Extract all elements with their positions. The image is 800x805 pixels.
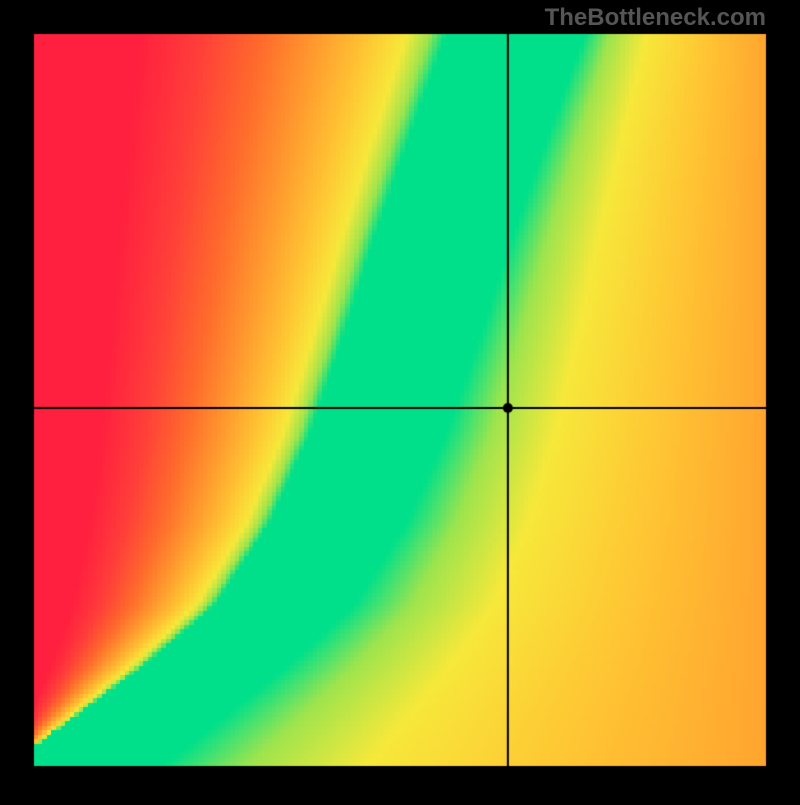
chart-frame: TheBottleneck.com — [0, 0, 800, 800]
watermark-text: TheBottleneck.com — [545, 4, 766, 32]
heatmap-canvas — [0, 0, 800, 800]
